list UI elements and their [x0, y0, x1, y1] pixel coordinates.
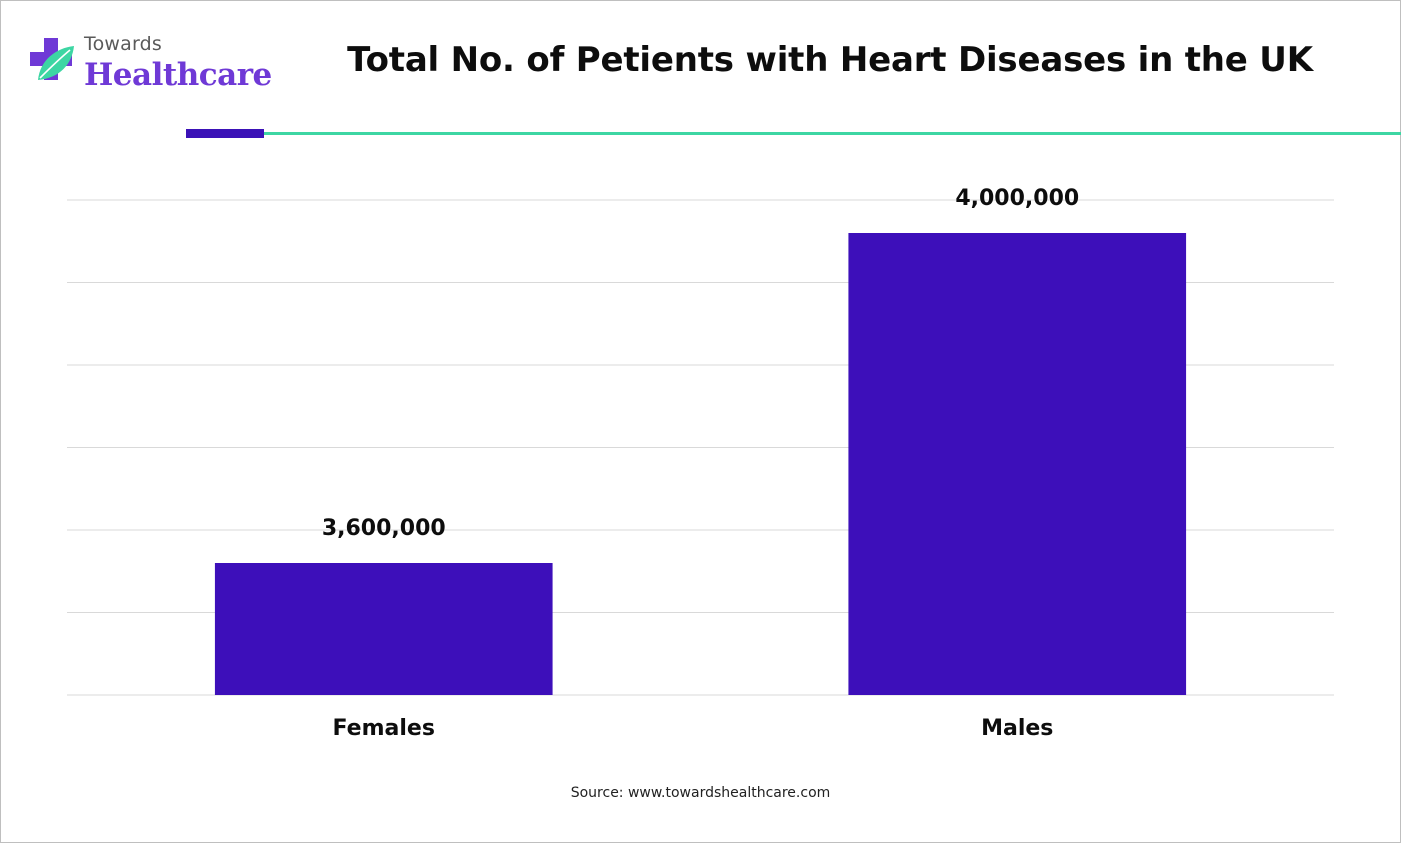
chart-title: Total No. of Petients with Heart Disease… — [347, 40, 1313, 80]
title-accent-bar — [186, 129, 264, 138]
title-divider-line — [264, 132, 1401, 135]
logo-text-towards: Towards — [84, 33, 163, 55]
brand-logo: Towards Healthcare — [28, 30, 272, 100]
medical-cross-leaf-icon — [30, 38, 74, 80]
bar-females — [214, 563, 553, 695]
data-label-females: 3,600,000 — [322, 516, 446, 541]
data-label-males: 4,000,000 — [955, 186, 1079, 211]
x-tick-label-males: Males — [981, 716, 1053, 741]
source-note: Source: www.towardshealthcare.com — [570, 785, 831, 801]
bar-males — [848, 233, 1187, 695]
x-tick-label-females: Females — [333, 716, 435, 741]
logo-text-healthcare: Healthcare — [84, 57, 272, 93]
